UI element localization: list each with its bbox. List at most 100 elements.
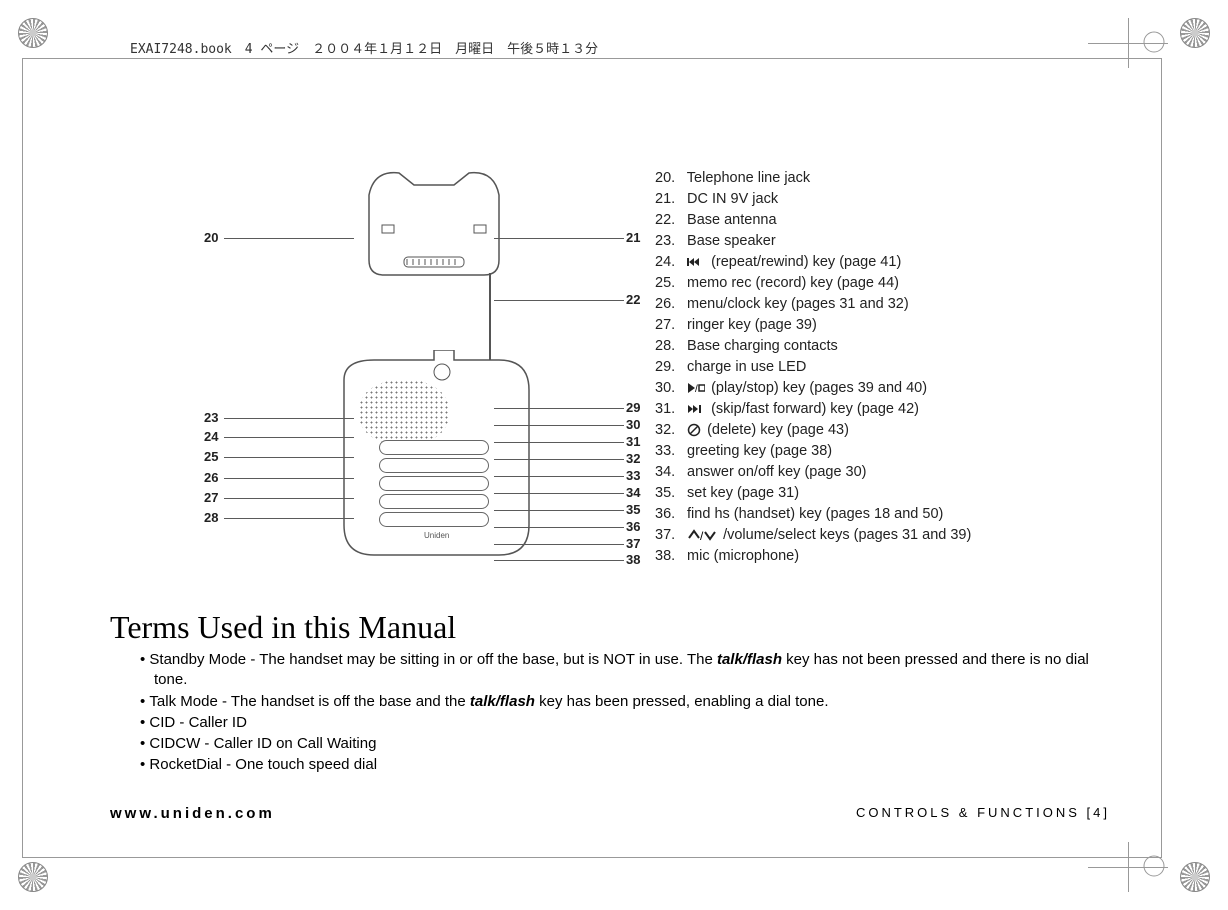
item-text: find hs (handset) key (pages 18 and 50) <box>687 506 943 522</box>
callout-num-38: 38 <box>626 552 640 567</box>
callout-num-25: 25 <box>204 449 218 464</box>
item-text: answer on/off key (page 30) <box>687 464 866 480</box>
item-num: 26. <box>655 294 683 315</box>
item-row-36: 36. find hs (handset) key (pages 18 and … <box>655 504 971 525</box>
callout-line-31 <box>494 442 624 443</box>
callout-line-25 <box>224 457 354 458</box>
item-text: (delete) key (page 43) <box>707 422 849 438</box>
callout-num-21: 21 <box>626 230 640 245</box>
item-num: 20. <box>655 168 683 189</box>
crop-mark-br <box>1180 862 1210 892</box>
item-num: 32. <box>655 420 683 441</box>
callout-num-26: 26 <box>204 470 218 485</box>
item-text: (play/stop) key (pages 39 and 40) <box>711 380 927 396</box>
playstop-icon: / <box>687 380 707 396</box>
callout-line-21 <box>494 238 624 239</box>
base-cradle <box>359 165 509 295</box>
callout-line-35 <box>494 510 624 511</box>
callout-line-38 <box>494 560 624 561</box>
terms-list: Standby Mode - The handset may be sittin… <box>140 650 1110 777</box>
item-row-32: 32. (delete) key (page 43) <box>655 420 971 441</box>
item-text: mic (microphone) <box>687 548 799 564</box>
item-text: greeting key (page 38) <box>687 443 832 459</box>
item-num: 27. <box>655 315 683 336</box>
item-row-25: 25. memo rec (record) key (page 44) <box>655 273 971 294</box>
item-row-26: 26. menu/clock key (pages 31 and 32) <box>655 294 971 315</box>
svg-text:Uniden: Uniden <box>424 531 449 540</box>
updown-icon: / <box>687 527 719 543</box>
term-rocketdial: RocketDial - One touch speed dial <box>140 755 1110 775</box>
item-row-38: 38. mic (microphone) <box>655 546 971 567</box>
callout-num-36: 36 <box>626 519 640 534</box>
item-num: 38. <box>655 546 683 567</box>
crop-mark-tl <box>18 18 48 48</box>
item-num: 21. <box>655 189 683 210</box>
item-num: 23. <box>655 231 683 252</box>
item-text: memo rec (record) key (page 44) <box>687 275 899 291</box>
svg-text:/: / <box>695 384 698 394</box>
term-talk: Talk Mode - The handset is off the base … <box>140 692 1110 712</box>
item-text: /volume/select keys (pages 31 and 39) <box>723 527 971 543</box>
item-row-33: 33. greeting key (page 38) <box>655 441 971 462</box>
term-cidcw: CIDCW - Caller ID on Call Waiting <box>140 734 1110 754</box>
callout-num-32: 32 <box>626 451 640 466</box>
delete-icon <box>687 422 703 438</box>
item-num: 34. <box>655 462 683 483</box>
item-text: set key (page 31) <box>687 485 799 501</box>
footer-url: www.uniden.com <box>110 805 275 822</box>
speaker-grille <box>359 380 449 445</box>
item-num: 33. <box>655 441 683 462</box>
item-text: Base charging contacts <box>687 338 838 354</box>
item-text: DC IN 9V jack <box>687 191 778 207</box>
item-row-35: 35. set key (page 31) <box>655 483 971 504</box>
svg-text:/: / <box>700 529 704 542</box>
item-num: 35. <box>655 483 683 504</box>
crop-mark-bl <box>18 862 48 892</box>
item-row-37: 37. / /volume/select keys (pages 31 and … <box>655 525 971 546</box>
callout-line-22 <box>494 300 624 301</box>
callout-num-20: 20 <box>204 230 218 245</box>
item-row-20: 20. Telephone line jack <box>655 168 971 189</box>
term-cid: CID - Caller ID <box>140 713 1110 733</box>
item-row-30: 30. / (play/stop) key (pages 39 and 40) <box>655 378 971 399</box>
callout-line-36 <box>494 527 624 528</box>
items-list: 20. Telephone line jack21. DC IN 9V jack… <box>655 168 971 567</box>
item-text: ringer key (page 39) <box>687 317 817 333</box>
callout-num-34: 34 <box>626 485 640 500</box>
item-row-34: 34. answer on/off key (page 30) <box>655 462 971 483</box>
item-num: 36. <box>655 504 683 525</box>
callout-line-37 <box>494 544 624 545</box>
callout-num-31: 31 <box>626 434 640 449</box>
item-text: charge in use LED <box>687 359 806 375</box>
callout-num-35: 35 <box>626 502 640 517</box>
button-stack <box>379 440 489 530</box>
item-row-27: 27. ringer key (page 39) <box>655 315 971 336</box>
item-num: 30. <box>655 378 683 399</box>
footer-section: CONTROLS & FUNCTIONS [4] <box>856 805 1110 820</box>
callout-line-24 <box>224 437 354 438</box>
callout-line-34 <box>494 493 624 494</box>
terms-heading: Terms Used in this Manual <box>110 609 456 646</box>
item-text: (skip/fast forward) key (page 42) <box>711 401 919 417</box>
item-num: 37. <box>655 525 683 546</box>
item-num: 24. <box>655 252 683 273</box>
item-text: Base speaker <box>687 233 776 249</box>
callout-line-29 <box>494 408 624 409</box>
callout-num-30: 30 <box>626 417 640 432</box>
item-num: 28. <box>655 336 683 357</box>
callout-num-23: 23 <box>204 410 218 425</box>
item-row-24: 24. (repeat/rewind) key (page 41) <box>655 252 971 273</box>
term-standby: Standby Mode - The handset may be sittin… <box>140 650 1110 691</box>
item-text: Base antenna <box>687 212 777 228</box>
ff-icon <box>687 401 707 417</box>
item-text: (repeat/rewind) key (page 41) <box>711 254 901 270</box>
callout-num-22: 22 <box>626 292 640 307</box>
item-num: 29. <box>655 357 683 378</box>
callout-line-20 <box>224 238 354 239</box>
callout-line-23 <box>224 418 354 419</box>
base-diagram: Uniden 20232425262728 212229303132333435… <box>204 165 644 605</box>
rewind-icon <box>687 254 707 270</box>
callout-num-33: 33 <box>626 468 640 483</box>
item-num: 22. <box>655 210 683 231</box>
item-row-23: 23. Base speaker <box>655 231 971 252</box>
